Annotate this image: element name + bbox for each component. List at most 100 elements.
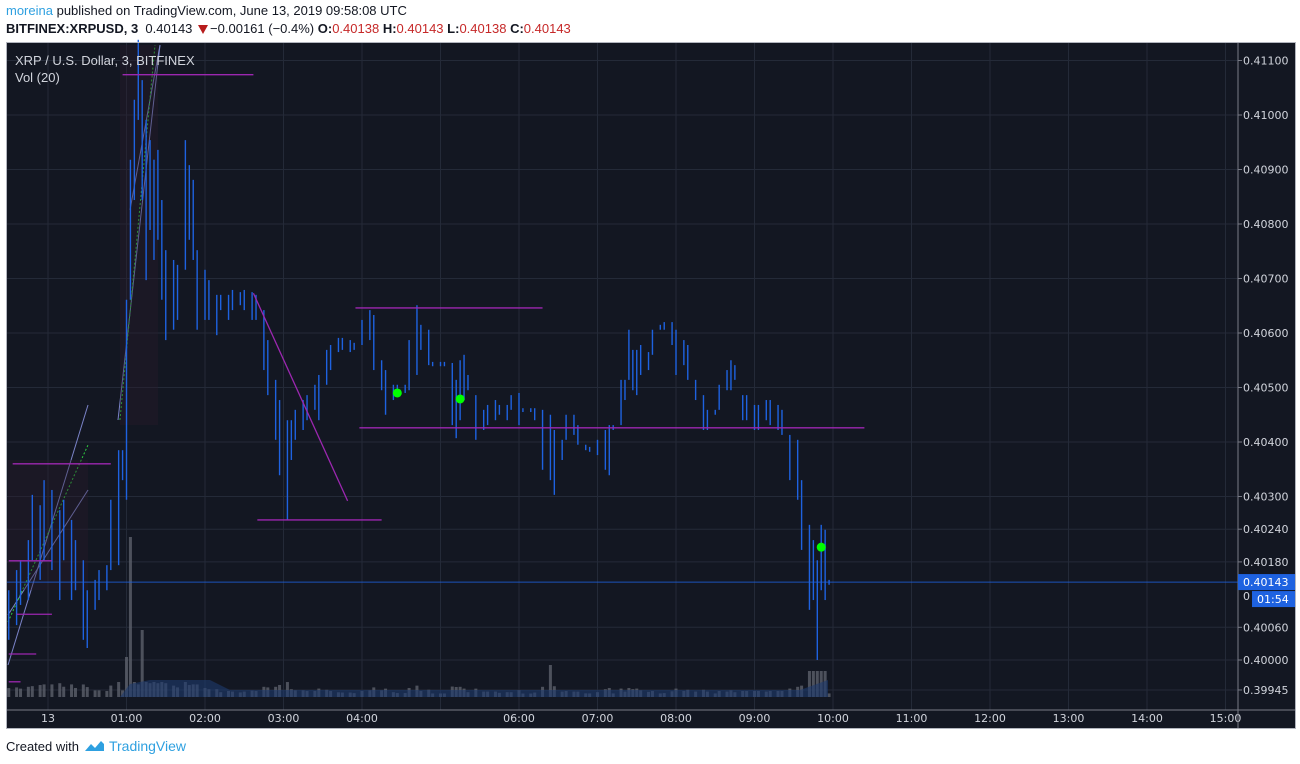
volume-bar bbox=[811, 671, 815, 697]
chart-legend: XRP / U.S. Dollar, 3, BITFINEX Vol (20) bbox=[15, 52, 195, 86]
volume-bar bbox=[30, 686, 34, 697]
regression-midline bbox=[7, 444, 89, 623]
price-change: −0.00161 (−0.4%) bbox=[210, 21, 315, 36]
tradingview-cloud-icon bbox=[84, 741, 104, 751]
y-tick-label: 0.40300 bbox=[1243, 491, 1289, 504]
x-tick-label: 02:00 bbox=[189, 712, 221, 725]
y-tick-label: 0.40600 bbox=[1243, 327, 1289, 340]
volume-bar bbox=[97, 690, 101, 697]
volume-bar bbox=[125, 657, 128, 697]
trend-line-drawing bbox=[252, 292, 349, 502]
plot-area[interactable] bbox=[7, 43, 1238, 710]
current-price-label: 0.40143 bbox=[1243, 576, 1289, 589]
author-link[interactable]: moreina bbox=[6, 3, 53, 18]
publish-info: moreina published on TradingView.com, Ju… bbox=[6, 3, 407, 18]
volume-bar bbox=[15, 687, 19, 697]
high-value: 0.40143 bbox=[396, 21, 444, 36]
y-tick-label: 0.41000 bbox=[1243, 109, 1289, 122]
signal-dot bbox=[392, 388, 402, 398]
x-tick-label: 15:00 bbox=[1210, 712, 1242, 725]
volume-bar bbox=[50, 684, 54, 697]
x-tick-label: 06:00 bbox=[503, 712, 535, 725]
volume-bar bbox=[38, 685, 42, 697]
volume-ma-area bbox=[120, 680, 828, 697]
volume-bar bbox=[19, 688, 23, 697]
y-tick-label: 0.41100 bbox=[1243, 55, 1289, 68]
volume-bar bbox=[26, 686, 30, 697]
regression-midline bbox=[119, 44, 156, 421]
symbol: BITFINEX:XRPUSD, 3 bbox=[6, 21, 139, 36]
channel-fill bbox=[120, 45, 158, 425]
price-axis[interactable] bbox=[1238, 43, 1295, 710]
x-tick-label: 09:00 bbox=[739, 712, 771, 725]
close-label: C: bbox=[510, 21, 524, 36]
y-tick-label: 0.40180 bbox=[1243, 556, 1289, 569]
x-tick-label: 04:00 bbox=[346, 712, 378, 725]
x-tick-label: 03:00 bbox=[268, 712, 300, 725]
publish-text: published on TradingView.com, June 13, 2… bbox=[56, 3, 407, 18]
volume-bar bbox=[93, 690, 97, 697]
volume-indicator-label[interactable]: Vol (20) bbox=[15, 70, 60, 85]
signal-dot bbox=[455, 394, 465, 404]
volume-bar bbox=[70, 684, 74, 697]
x-tick-label: 12:00 bbox=[974, 712, 1006, 725]
footer: Created with TradingView bbox=[6, 738, 186, 754]
volume-bar bbox=[105, 690, 109, 697]
x-tick-label: 10:00 bbox=[817, 712, 849, 725]
volume-bar bbox=[128, 537, 132, 697]
x-tick-label: 08:00 bbox=[660, 712, 692, 725]
x-axis-labels: 13 01:00 02:00 03:00 04:00 06:00 07:00 08:00 09:… bbox=[41, 712, 1241, 725]
x-tick-label: 13:00 bbox=[1053, 712, 1085, 725]
y-tick-label: 0.40400 bbox=[1243, 436, 1289, 449]
low-label: L: bbox=[447, 21, 460, 36]
y-tick-label: 0.40800 bbox=[1243, 218, 1289, 231]
y-tick-label: 0.40240 bbox=[1243, 523, 1289, 536]
volume-bar bbox=[62, 686, 66, 697]
volume-bar bbox=[548, 665, 552, 697]
channel-line bbox=[7, 404, 89, 666]
volume-bar bbox=[109, 685, 113, 697]
volume-bars bbox=[7, 537, 831, 697]
y-axis-labels: 0.41100 0.41000 0.40900 0.40800 0.40700 0.406… bbox=[1238, 55, 1289, 697]
drawings[interactable] bbox=[8, 74, 865, 683]
y-tick-label: 0.40500 bbox=[1243, 382, 1289, 395]
volume-bar bbox=[42, 684, 46, 697]
x-tick-label: 07:00 bbox=[582, 712, 614, 725]
open-label: O: bbox=[317, 21, 333, 36]
channel-line bbox=[7, 489, 89, 616]
volume-bar bbox=[7, 688, 11, 697]
volume-bar bbox=[117, 682, 121, 697]
volume-bar bbox=[58, 683, 62, 697]
volume-bar bbox=[85, 687, 89, 697]
last-price: 0.40143 bbox=[145, 21, 193, 36]
volume-bar bbox=[140, 630, 144, 697]
volume-bar bbox=[73, 687, 77, 697]
channel-line bbox=[117, 44, 161, 421]
tradingview-brand-link[interactable]: TradingView bbox=[108, 738, 187, 754]
volume-bar bbox=[285, 682, 289, 697]
low-value: 0.40138 bbox=[459, 21, 507, 36]
bar-countdown: 01:54 bbox=[1257, 593, 1289, 606]
series-title[interactable]: XRP / U.S. Dollar, 3, BITFINEX bbox=[15, 53, 195, 68]
grid bbox=[7, 43, 1238, 710]
volume-bar bbox=[81, 684, 85, 697]
x-tick-label: 01:00 bbox=[111, 712, 143, 725]
volume-bar bbox=[827, 693, 831, 697]
markers bbox=[392, 388, 826, 552]
time-axis[interactable] bbox=[7, 710, 1295, 728]
y-tick-label: 0.39945 bbox=[1243, 684, 1289, 697]
hidden-tick-fragment: 0 bbox=[1243, 590, 1250, 603]
signal-dot bbox=[816, 542, 826, 552]
close-value: 0.40143 bbox=[523, 21, 571, 36]
y-tick-label: 0.40700 bbox=[1243, 273, 1289, 286]
channel-fill bbox=[8, 460, 88, 590]
volume-bar bbox=[807, 671, 811, 697]
x-tick-label: 11:00 bbox=[896, 712, 928, 725]
x-tick-label: 13 bbox=[41, 712, 55, 725]
countdown-box bbox=[1252, 591, 1295, 608]
high-label: H: bbox=[382, 21, 397, 36]
symbol-info: BITFINEX:XRPUSD, 3 0.40143 −0.00161 (−0.… bbox=[6, 21, 571, 36]
created-with-text: Created with bbox=[6, 738, 79, 754]
